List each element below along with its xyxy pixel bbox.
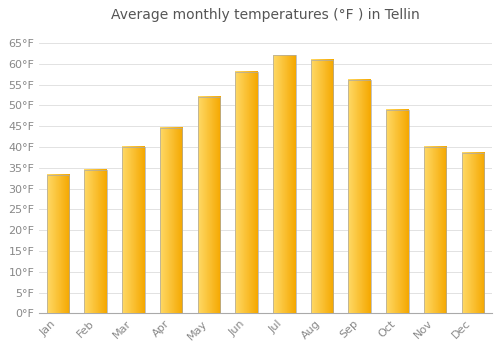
Bar xyxy=(462,153,484,313)
Bar xyxy=(160,128,182,313)
Bar xyxy=(46,175,70,313)
Bar xyxy=(198,97,220,313)
Bar xyxy=(84,170,107,313)
Bar xyxy=(310,60,334,313)
Bar xyxy=(236,72,258,313)
Bar xyxy=(122,147,145,313)
Bar xyxy=(386,110,408,313)
Bar xyxy=(273,55,295,313)
Bar xyxy=(348,80,371,313)
Bar xyxy=(424,147,446,313)
Title: Average monthly temperatures (°F ) in Tellin: Average monthly temperatures (°F ) in Te… xyxy=(111,8,420,22)
